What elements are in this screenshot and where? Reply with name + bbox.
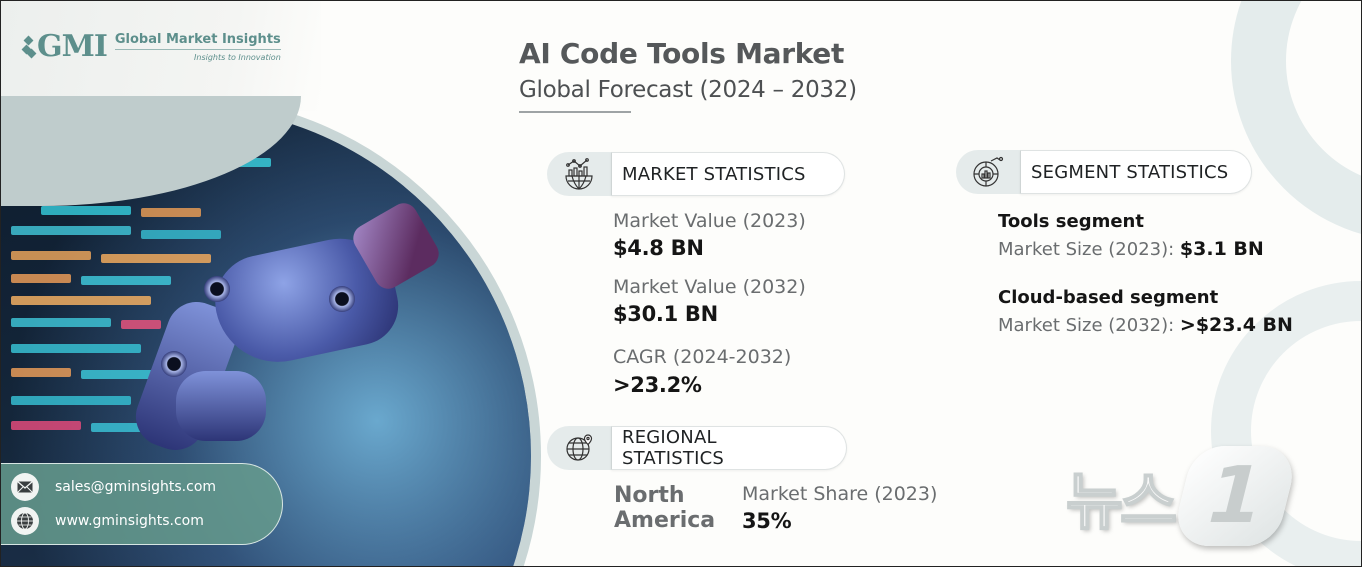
watermark-mark: 1 bbox=[1196, 451, 1274, 541]
tools-segment-size-value: $3.1 BN bbox=[1179, 238, 1264, 260]
segment-statistics-header: SEGMENT STATISTICS bbox=[956, 150, 1252, 194]
envelope-icon bbox=[11, 473, 39, 501]
cloud-segment-size-label: Market Size (2032): bbox=[998, 315, 1175, 336]
logo-mark: GMI bbox=[21, 29, 108, 64]
logo-text: Global Market Insights Insights to Innov… bbox=[114, 32, 281, 62]
market-share-value: 35% bbox=[742, 509, 792, 533]
contact-email[interactable]: sales@gminsights.com bbox=[55, 479, 217, 495]
logo-mark-text: GMI bbox=[37, 29, 108, 64]
tools-segment-title: Tools segment bbox=[998, 211, 1144, 232]
segment-statistics-label: SEGMENT STATISTICS bbox=[1020, 150, 1252, 194]
logo-diamond-icon bbox=[21, 35, 37, 58]
contact-email-row[interactable]: sales@gminsights.com bbox=[11, 473, 216, 501]
contact-website[interactable]: www.gminsights.com bbox=[55, 513, 204, 529]
globe-pin-icon bbox=[547, 426, 611, 470]
cloud-segment-title: Cloud-based segment bbox=[998, 287, 1219, 308]
decorative-arc bbox=[1231, 1, 1361, 241]
news1-watermark: 뉴스 1 bbox=[1065, 446, 1301, 546]
page-subtitle: Global Forecast (2024 – 2032) bbox=[519, 77, 857, 103]
region-name: North America bbox=[614, 483, 715, 533]
pie-chart-icon bbox=[956, 150, 1020, 194]
market-value-2023: $4.8 BN bbox=[613, 236, 704, 260]
title-divider bbox=[519, 111, 631, 113]
contact-panel: sales@gminsights.com www.gminsights.com bbox=[1, 463, 283, 545]
cloud-segment-size: Market Size (2032): >$23.4 BN bbox=[998, 314, 1293, 336]
logo-tagline: Insights to Innovation bbox=[194, 52, 281, 62]
page-title: AI Code Tools Market bbox=[519, 37, 845, 70]
market-value-2023-label: Market Value (2023) bbox=[613, 210, 806, 232]
region-name-line1: North bbox=[614, 483, 685, 508]
cagr-value: >23.2% bbox=[613, 373, 702, 397]
market-value-2032: $30.1 BN bbox=[613, 302, 718, 326]
market-statistics-header: MARKET STATISTICS bbox=[547, 152, 845, 196]
cloud-segment-size-value: >$23.4 BN bbox=[1179, 314, 1293, 336]
region-name-line2: America bbox=[614, 508, 716, 533]
market-share-label: Market Share (2023) bbox=[742, 483, 938, 505]
gmi-logo: GMI Global Market Insights Insights to I… bbox=[21, 29, 281, 64]
watermark-logo-icon: 1 bbox=[1169, 446, 1301, 546]
tools-segment-size: Market Size (2023): $3.1 BN bbox=[998, 238, 1264, 260]
market-statistics-label: MARKET STATISTICS bbox=[611, 152, 845, 196]
chart-globe-icon bbox=[547, 152, 611, 196]
cagr-label: CAGR (2024-2032) bbox=[613, 346, 792, 368]
tools-segment-size-label: Market Size (2023): bbox=[998, 239, 1175, 260]
market-value-2032-label: Market Value (2032) bbox=[613, 276, 806, 298]
header-background bbox=[1, 1, 321, 111]
globe-www-icon bbox=[11, 507, 39, 535]
contact-website-row[interactable]: www.gminsights.com bbox=[11, 507, 204, 535]
regional-statistics-label: REGIONAL STATISTICS bbox=[611, 426, 847, 470]
logo-name: Global Market Insights bbox=[114, 32, 281, 50]
watermark-text: 뉴스 bbox=[1065, 464, 1178, 539]
regional-statistics-header: REGIONAL STATISTICS bbox=[547, 426, 847, 470]
